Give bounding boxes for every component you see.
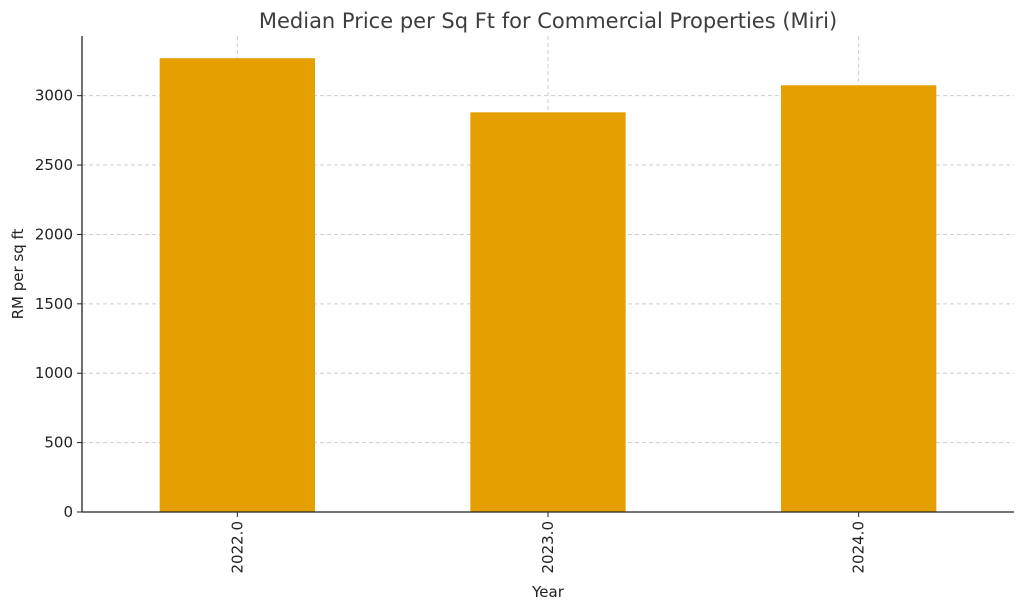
- bar: [470, 112, 626, 512]
- x-tick-label: 2024.0: [850, 521, 868, 574]
- x-tick-label: 2023.0: [539, 521, 557, 574]
- y-tick-label: 3000: [35, 87, 73, 105]
- y-tick-label: 2500: [35, 156, 73, 174]
- y-tick-label: 500: [44, 434, 73, 452]
- bars: [159, 58, 937, 513]
- bar: [781, 85, 937, 512]
- x-axis-ticks: 2022.0 2023.0 2024.0: [228, 512, 868, 574]
- x-tick-label: 2022.0: [228, 521, 246, 574]
- y-tick-label: 0: [63, 503, 73, 521]
- y-tick-label: 1500: [35, 295, 73, 313]
- y-tick-label: 2000: [35, 225, 73, 243]
- y-tick-label: 1000: [35, 364, 73, 382]
- y-axis-ticks: 0 500 1000 1500 2000 2500 3000: [35, 87, 82, 521]
- y-axis-label: RM per sq ft: [9, 228, 27, 319]
- x-axis-label: Year: [531, 583, 565, 601]
- bar: [159, 58, 315, 513]
- chart-title: Median Price per Sq Ft for Commercial Pr…: [259, 9, 837, 33]
